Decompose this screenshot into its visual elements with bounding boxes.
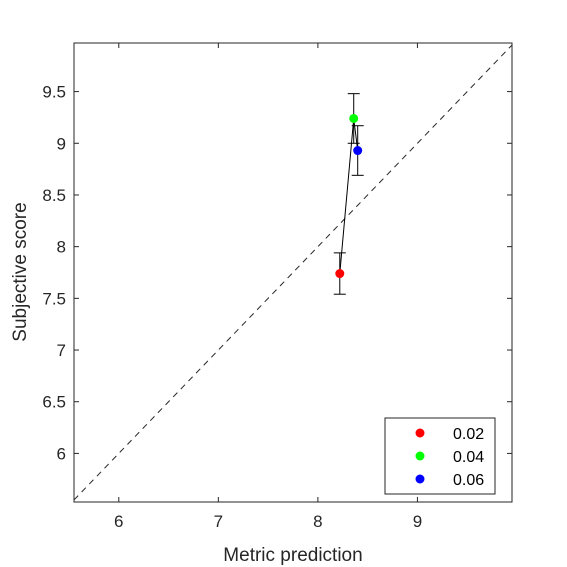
y-tick-label: 7.5 xyxy=(42,289,66,308)
x-tick-label: 9 xyxy=(413,512,422,531)
plot-frame xyxy=(73,42,513,503)
data-point-0.02 xyxy=(335,269,345,279)
y-axis-label: Subjective score xyxy=(10,202,31,341)
data-point-0.06 xyxy=(353,146,363,156)
y-tick-label: 6 xyxy=(57,444,66,463)
y-tick-label: 9 xyxy=(57,134,66,153)
legend-marker xyxy=(415,451,425,461)
legend-label: 0.04 xyxy=(453,449,484,466)
y-tick-label: 6.5 xyxy=(42,393,66,412)
legend-marker xyxy=(415,474,425,484)
x-tick-label: 7 xyxy=(214,512,223,531)
y-tick-label: 7 xyxy=(57,341,66,360)
y-tick-label: 8.5 xyxy=(42,186,66,205)
y-tick-label: 9.5 xyxy=(42,83,66,102)
data-point-0.04 xyxy=(349,113,359,123)
axis-ticks: 6 7 8 9 6 6.5 7 7.5 8 8.5 9 9.5 xyxy=(42,43,512,531)
data-points xyxy=(335,113,363,279)
x-tick-label: 8 xyxy=(313,512,322,531)
y-tick-label: 8 xyxy=(57,238,66,257)
legend: 0.02 0.04 0.06 xyxy=(384,417,496,495)
x-tick-label: 6 xyxy=(114,512,123,531)
legend-label: 0.06 xyxy=(453,472,484,489)
legend-marker xyxy=(415,428,425,438)
x-axis-label: Metric prediction xyxy=(223,545,362,566)
legend-box xyxy=(384,417,496,495)
legend-label: 0.02 xyxy=(453,426,484,443)
